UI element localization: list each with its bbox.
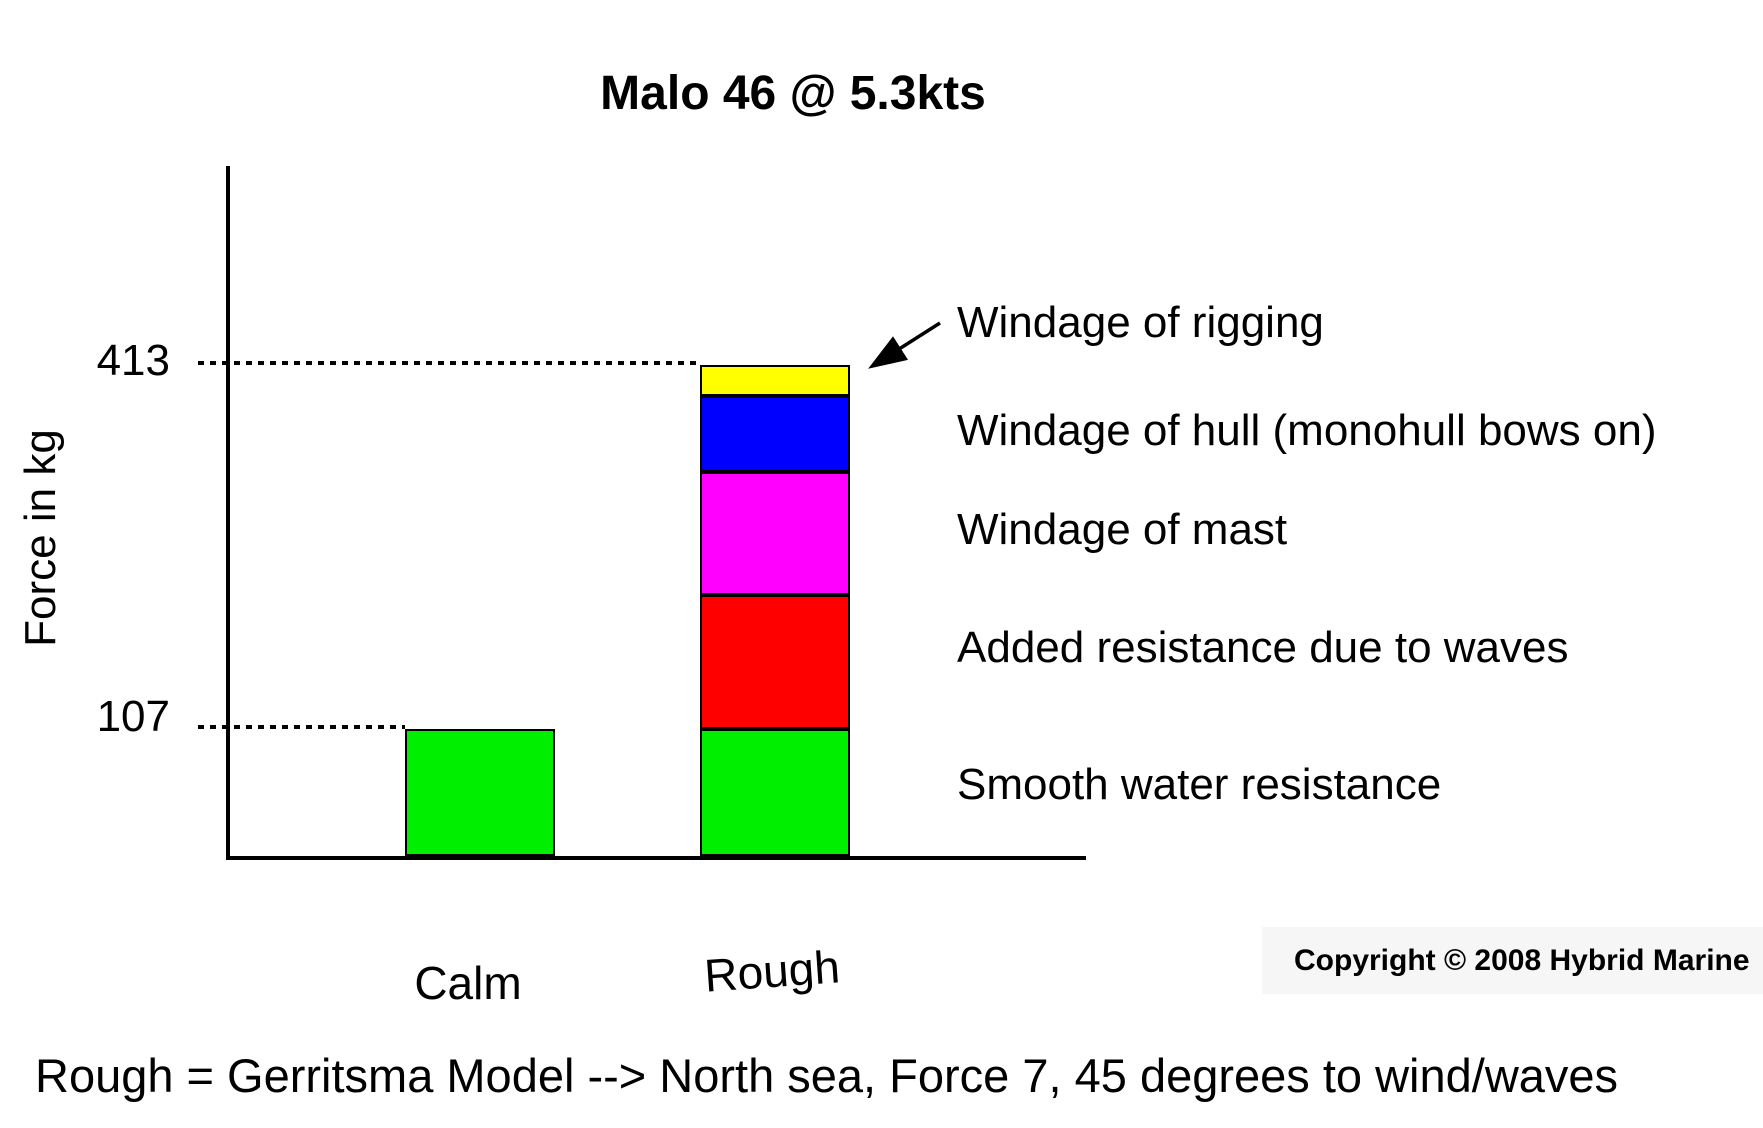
x-label-calm: Calm (414, 957, 522, 1009)
legend-item-mast: Windage of mast (957, 505, 1288, 554)
legend-item-smooth-water: Smooth water resistance (957, 760, 1442, 809)
reference-line-107 (198, 725, 405, 729)
copyright-text: Copyright © 2008 Hybrid Marine (1294, 944, 1750, 977)
y-tick-413: 413 (96, 336, 170, 385)
rigging-arrow (868, 321, 941, 369)
x-axis-line (226, 856, 1086, 860)
bar-segment-rough (700, 595, 850, 729)
copyright-box: Copyright © 2008 Hybrid Marine (1262, 927, 1763, 994)
reference-line-413 (198, 361, 698, 365)
y-axis-label: Force in kg (16, 429, 65, 647)
y-axis-line (226, 166, 230, 860)
bar-segment-rough (700, 396, 850, 472)
legend-item-waves: Added resistance due to waves (957, 623, 1569, 672)
x-label-rough: Rough (702, 940, 842, 1002)
bar-rough (700, 365, 850, 856)
caption: Rough = Gerritsma Model --> North sea, F… (35, 1049, 1619, 1102)
chart-title: Malo 46 @ 5.3kts (600, 67, 986, 120)
bar-segment-calm (405, 729, 555, 856)
bar-segment-rough (700, 729, 850, 856)
bar-segment-rough (700, 472, 850, 595)
y-tick-107: 107 (96, 692, 170, 741)
bar-calm (405, 729, 555, 856)
bar-segment-rough (700, 365, 850, 396)
legend-item-hull: Windage of hull (monohull bows on) (957, 406, 1657, 455)
legend-item-rigging: Windage of rigging (957, 298, 1324, 347)
